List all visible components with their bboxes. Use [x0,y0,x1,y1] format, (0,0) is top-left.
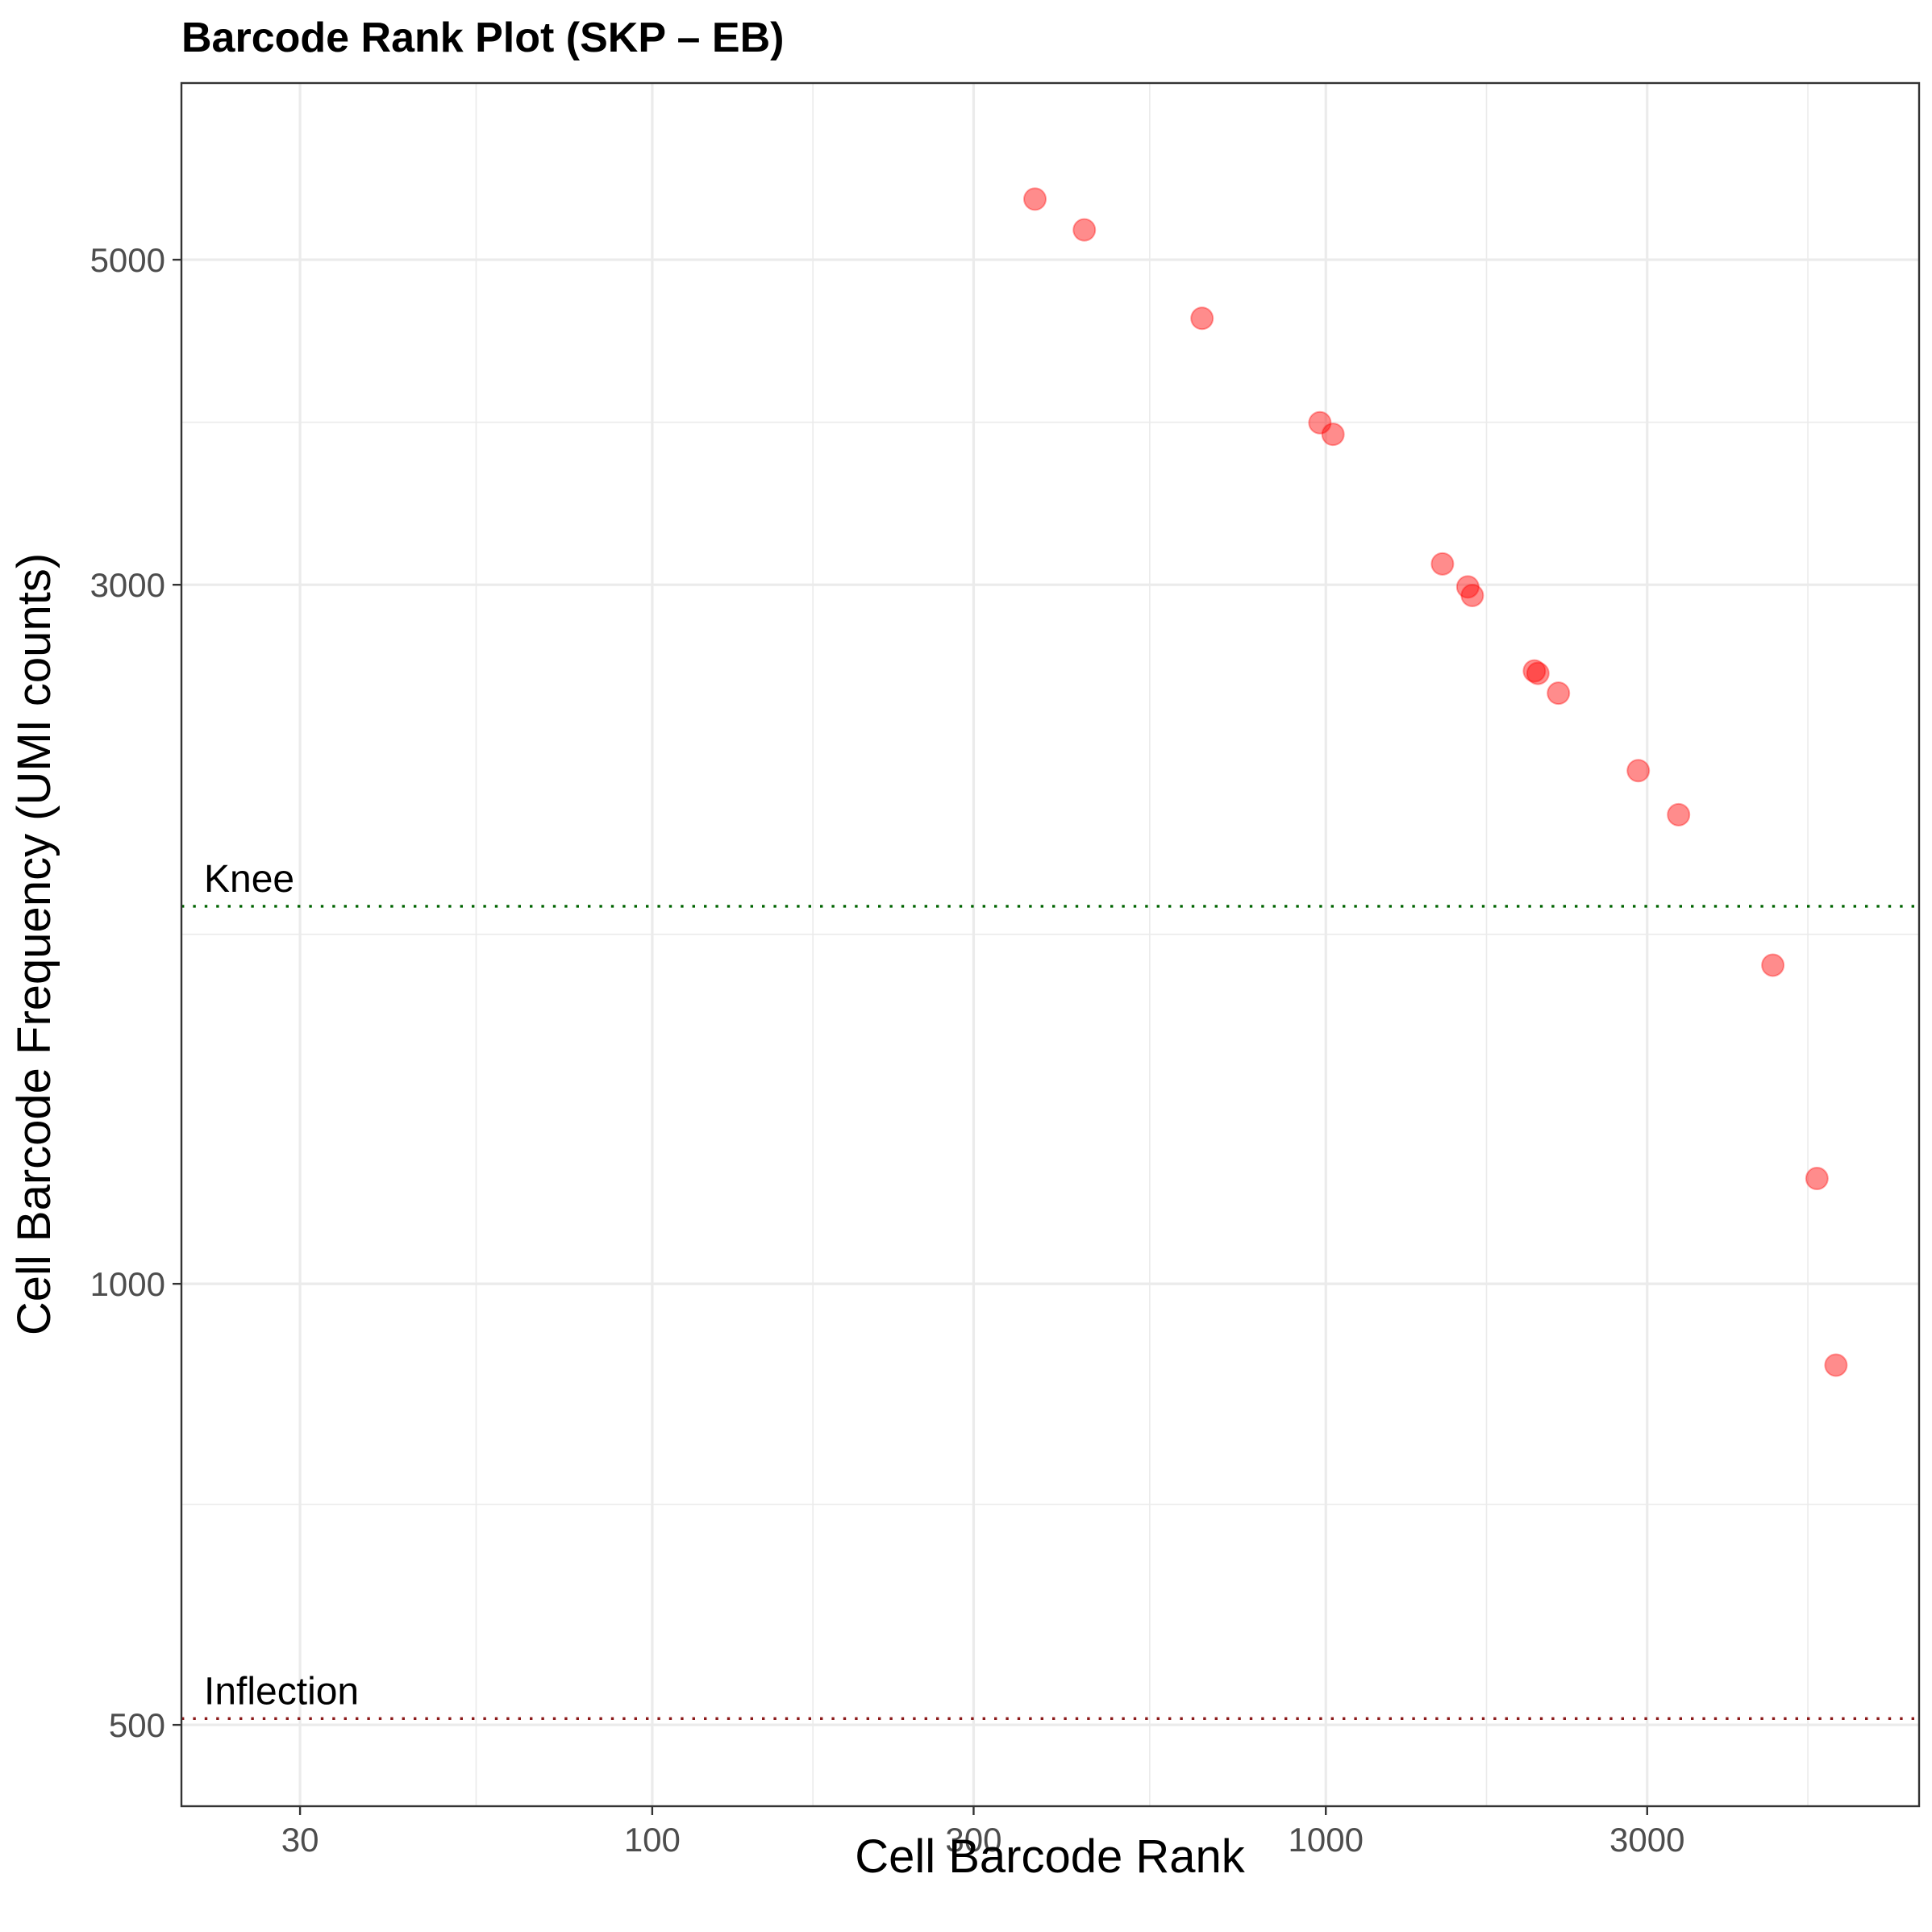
y-tick-label: 500 [109,1706,165,1744]
y-axis: 500 1000 3000 5000 [90,241,181,1744]
reference-labels: Knee Inflection [204,858,359,1713]
x-tick-label: 30 [281,1821,319,1859]
data-point [1455,575,1480,599]
data-point [1308,410,1332,435]
x-tick-label: 300 [945,1821,1001,1859]
data-point [1072,218,1097,242]
data-point [1321,423,1345,447]
data-point [1805,1167,1829,1191]
data-point [1526,661,1550,685]
reference-label-knee: Knee [204,858,294,901]
reference-label-inflection: Inflection [204,1670,359,1713]
plot-panel-background [181,83,1919,1806]
data-point [1626,759,1651,783]
data-point [1824,1353,1848,1377]
data-point [1522,659,1547,683]
x-tick-label: 3000 [1609,1821,1684,1859]
data-point [1761,953,1785,977]
y-tick-label: 3000 [90,566,165,604]
x-tick-label: 1000 [1289,1821,1364,1859]
data-point [1190,306,1214,331]
x-axis: 30 100 300 1000 3000 [281,1806,1684,1859]
data-point [1667,802,1691,827]
minor-grid [181,83,1919,1806]
data-point [1430,552,1455,576]
data-point [1547,681,1571,706]
x-axis-title: Cell Barcode Rank [855,1830,1246,1883]
y-tick-label: 5000 [90,241,165,279]
y-tick-label: 1000 [90,1265,165,1303]
chart-title: Barcode Rank Plot (SKP – EB) [181,15,784,61]
y-axis-title: Cell Barcode Frequency (UMI counts) [8,553,60,1335]
data-points [1023,187,1848,1377]
major-grid [181,83,1919,1806]
data-point [1023,187,1047,211]
x-tick-label: 100 [624,1821,681,1859]
plot-panel-border [180,81,1921,1808]
data-point [1460,583,1484,607]
